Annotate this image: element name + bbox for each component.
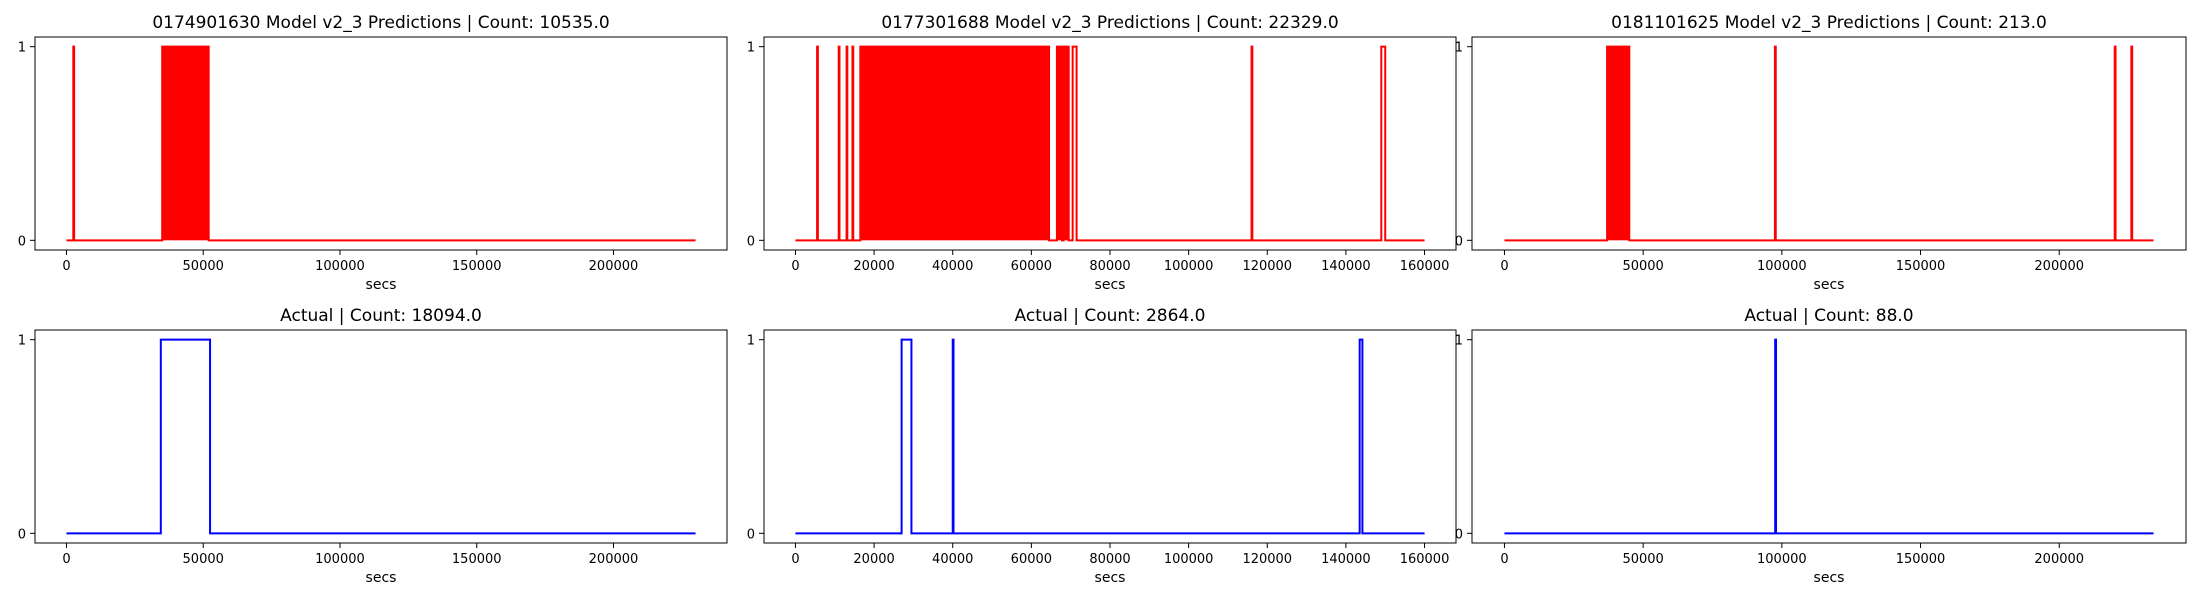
dense-region-1 <box>1607 46 1630 241</box>
y-tick-label: 0 <box>18 234 26 249</box>
x-tick-label: 80000 <box>1089 259 1130 274</box>
plot-area <box>795 338 1425 535</box>
x-axis-label: secs <box>1814 277 1845 293</box>
chart-title: Actual | Count: 18094.0 <box>280 306 482 326</box>
x-tick-label: 0 <box>791 552 799 567</box>
x-tick-label: 100000 <box>1164 259 1214 274</box>
x-tick-label: 200000 <box>2034 552 2084 567</box>
x-tick-label: 120000 <box>1242 552 1292 567</box>
plot-area <box>1504 338 2154 535</box>
dense-region-1 <box>162 46 209 241</box>
dense-region-3 <box>1063 46 1069 241</box>
plot-area <box>66 45 696 242</box>
axes-frame <box>1471 329 2187 544</box>
chart-panel-1: 0174901630 Model v2_3 Predictions | Coun… <box>18 13 728 293</box>
y-tick-label: 1 <box>18 334 26 349</box>
chart-panel-6: Actual | Count: 88.0 0 50000 100000 150000 20… <box>1455 306 2187 586</box>
x-tick-label: 150000 <box>452 552 502 567</box>
chart-panel-4: Actual | Count: 18094.0 0 50000 100000 15000… <box>18 306 728 586</box>
x-tick-label: 150000 <box>452 259 502 274</box>
x-tick-label: 20000 <box>853 259 894 274</box>
x-tick-label: 40000 <box>932 259 973 274</box>
y-tick-label: 1 <box>1455 334 1463 349</box>
dense-region-1 <box>860 46 1050 241</box>
chart-title: 0174901630 Model v2_3 Predictions | Coun… <box>152 13 609 33</box>
x-tick-label: 100000 <box>315 259 365 274</box>
plot-area <box>795 45 1425 242</box>
chart-panel-3: 0181101625 Model v2_3 Predictions | Coun… <box>1455 13 2187 293</box>
y-tick-label: 0 <box>747 527 755 542</box>
x-axis-label: secs <box>1095 277 1126 293</box>
axes-frame <box>1471 36 2187 251</box>
plot-area <box>1504 45 2154 242</box>
series-line-1 <box>66 45 696 242</box>
series-line-1 <box>795 45 1425 242</box>
x-tick-label: 50000 <box>1622 259 1663 274</box>
series-line-1 <box>1504 338 2154 535</box>
x-tick-label: 200000 <box>589 259 639 274</box>
x-tick-label: 160000 <box>1400 552 1450 567</box>
y-tick-label: 1 <box>747 41 755 56</box>
x-tick-label: 80000 <box>1089 552 1130 567</box>
y-tick-label: 0 <box>747 234 755 249</box>
x-tick-label: 60000 <box>1011 552 1052 567</box>
x-tick-label: 0 <box>1500 259 1508 274</box>
x-axis-label: secs <box>1814 570 1845 586</box>
y-tick-label: 1 <box>1455 41 1463 56</box>
chart-panel-2: 0177301688 Model v2_3 Predictions | Coun… <box>747 13 1457 293</box>
y-tick-label: 1 <box>747 334 755 349</box>
chart-title: Actual | Count: 2864.0 <box>1015 306 1206 326</box>
x-axis-label: secs <box>366 570 397 586</box>
x-tick-label: 50000 <box>183 552 224 567</box>
x-axis-label: secs <box>366 277 397 293</box>
chart-title: Actual | Count: 88.0 <box>1744 306 1913 326</box>
x-tick-label: 40000 <box>932 552 973 567</box>
x-tick-label: 120000 <box>1242 259 1292 274</box>
plot-area <box>66 338 696 535</box>
x-tick-label: 100000 <box>1757 552 1807 567</box>
x-tick-label: 20000 <box>853 552 894 567</box>
axes-frame <box>34 329 728 544</box>
x-tick-label: 140000 <box>1321 552 1371 567</box>
x-tick-label: 0 <box>62 259 70 274</box>
x-tick-label: 200000 <box>2034 259 2084 274</box>
x-tick-label: 0 <box>791 259 799 274</box>
axes-frame <box>34 36 728 251</box>
x-tick-label: 100000 <box>1164 552 1214 567</box>
x-tick-label: 160000 <box>1400 259 1450 274</box>
x-tick-label: 150000 <box>1896 259 1946 274</box>
chart-title: 0181101625 Model v2_3 Predictions | Coun… <box>1611 13 2047 33</box>
x-tick-label: 50000 <box>183 259 224 274</box>
dense-region-2 <box>1056 46 1063 241</box>
x-tick-label: 150000 <box>1896 552 1946 567</box>
y-tick-label: 1 <box>18 41 26 56</box>
x-tick-label: 0 <box>62 552 70 567</box>
chart-title: 0177301688 Model v2_3 Predictions | Coun… <box>881 13 1338 33</box>
x-tick-label: 0 <box>1500 552 1508 567</box>
x-tick-label: 200000 <box>589 552 639 567</box>
x-axis-label: secs <box>1095 570 1126 586</box>
x-tick-label: 50000 <box>1622 552 1663 567</box>
x-tick-label: 60000 <box>1011 259 1052 274</box>
chart-panel-5: Actual | Count: 2864.0 0 20000 40000 60000 80… <box>747 306 1457 586</box>
x-tick-label: 100000 <box>1757 259 1807 274</box>
axes-frame <box>763 329 1457 544</box>
series-line-1 <box>795 338 1425 535</box>
y-tick-label: 0 <box>1455 527 1463 542</box>
y-tick-label: 0 <box>18 527 26 542</box>
x-tick-label: 100000 <box>315 552 365 567</box>
series-line-1 <box>66 338 696 535</box>
series-line-1 <box>1504 45 2154 242</box>
y-tick-label: 0 <box>1455 234 1463 249</box>
x-tick-label: 140000 <box>1321 259 1371 274</box>
